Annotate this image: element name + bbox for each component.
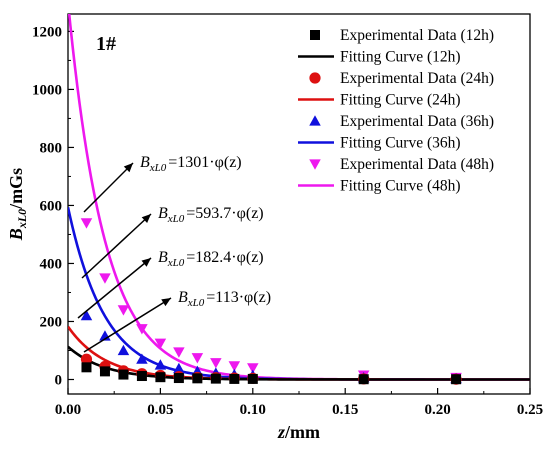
legend-label-data: Experimental Data (36h) [340, 113, 494, 130]
x-tick-label: 0.25 [517, 402, 543, 418]
data-point-12h [210, 373, 221, 384]
annotation-layer: BxL0 =1301·φ(z)BxL0 =593.7·φ(z)BxL0 =182.4·… [77, 154, 271, 353]
data-point-48h [117, 305, 130, 316]
fit-curve-36h [68, 206, 530, 381]
data-point-12h [192, 373, 203, 384]
data-point-48h [210, 358, 222, 369]
annotation-arrow-head [141, 258, 151, 267]
data-point-24h [80, 353, 93, 365]
data-point-36h [154, 359, 167, 370]
x-axis-label-unit: /mm [284, 422, 320, 442]
data-point-48h [99, 273, 111, 284]
legend-label-data: Experimental Data (12h) [340, 27, 494, 44]
data-point-48h [154, 338, 167, 349]
legend-marker-24h [309, 72, 321, 84]
annotation-eq-sub: xL0 [167, 213, 185, 225]
annotation-eq-rest: =1301·φ(z) [168, 154, 241, 171]
annotation-arrow-line [83, 162, 134, 213]
y-axis-label: BxL0/mGs [6, 168, 29, 241]
annotation-arrow-line [81, 213, 152, 279]
annotation-eq-sub: xL0 [167, 257, 185, 269]
y-tick-label: 0 [55, 372, 63, 388]
annotation-equation: BxL0 =113·φ(z) [178, 289, 271, 309]
x-axis-label-var: z [277, 422, 285, 442]
data-point-12h [358, 374, 369, 385]
annotation-equation: BxL0 =182.4·φ(z) [158, 249, 264, 269]
annotation-arrow-line [83, 297, 172, 353]
legend-label-data: Experimental Data (24h) [340, 70, 494, 87]
data-point-12h [136, 371, 147, 382]
legend-label-fit: Fitting Curve (24h) [340, 92, 461, 109]
data-point-12h [99, 366, 110, 377]
panel-label: 1# [96, 33, 116, 55]
legend: Experimental Data (12h) Fitting Curve (12… [298, 27, 494, 195]
x-tick-label: 0.05 [147, 402, 173, 418]
y-axis-label-unit: /mGs [6, 168, 26, 210]
plot-area: 0.00 0.05 0.10 0.15 0.20 0.25 0 200 400 600 800 100… [6, 13, 543, 442]
annotation-eq-var: B [140, 154, 150, 171]
y-tick-label: 600 [40, 198, 63, 214]
fit-curve-48h [68, 14, 530, 381]
data-point-48h [136, 324, 148, 335]
y-tick-label: 800 [40, 140, 63, 156]
data-point-48h [80, 218, 93, 229]
legend-marker-12h [310, 30, 320, 40]
annotation-equation: BxL0 =593.7·φ(z) [158, 205, 264, 225]
data-point-12h [229, 373, 240, 384]
data-point-36h [117, 344, 130, 356]
x-tick-label: 0.10 [240, 402, 266, 418]
y-axis-label-var: B [6, 228, 26, 241]
legend-label-fit: Fitting Curve (48h) [340, 178, 461, 195]
annotation-eq-rest: =593.7·φ(z) [186, 205, 263, 222]
data-point-48h [247, 363, 259, 374]
data-point-36h [173, 362, 185, 374]
data-point-12h [155, 372, 166, 383]
x-tick-label: 0.00 [55, 402, 81, 418]
x-axis-label: z/mm [277, 422, 320, 442]
annotation-eq-rest: =113·φ(z) [206, 289, 271, 306]
legend-label-fit: Fitting Curve (12h) [340, 49, 461, 66]
y-axis-label-sub: xL0 [15, 209, 29, 229]
legend-marker-36h [309, 115, 321, 126]
annotation-eq-var: B [158, 205, 168, 222]
y-tick-label: 1200 [32, 24, 62, 40]
legend-label-data: Experimental Data (48h) [340, 156, 494, 173]
data-layer [68, 14, 530, 385]
data-point-12h [118, 369, 129, 380]
x-tick-label: 0.20 [424, 402, 450, 418]
data-point-48h [228, 361, 241, 372]
annotation-eq-var: B [158, 249, 168, 266]
y-tick-label: 200 [40, 314, 63, 330]
data-point-12h [451, 374, 462, 385]
annotation-eq-sub: xL0 [187, 297, 205, 309]
legend-label-fit: Fitting Curve (36h) [340, 135, 461, 152]
data-point-36h [136, 353, 148, 364]
annotation-eq-var: B [178, 289, 188, 306]
annotation-arrow-head [141, 214, 151, 224]
annotation-equation: BxL0 =1301·φ(z) [140, 154, 242, 174]
y-tick-label: 1000 [32, 82, 62, 98]
annotation-arrow-line [77, 257, 152, 319]
data-point-12h [173, 373, 184, 384]
data-point-12h [247, 373, 258, 384]
y-tick-label: 400 [40, 256, 63, 272]
legend-marker-48h [309, 159, 321, 170]
data-point-12h [81, 362, 92, 373]
data-point-48h [191, 353, 204, 364]
annotation-arrow-head [161, 298, 171, 307]
annotation-arrow-head [123, 163, 133, 173]
x-tick-label: 0.15 [332, 402, 358, 418]
annotation-eq-rest: =182.4·φ(z) [186, 249, 263, 266]
data-point-48h [173, 347, 185, 358]
data-point-36h [80, 309, 93, 321]
annotation-eq-sub: xL0 [149, 162, 167, 174]
